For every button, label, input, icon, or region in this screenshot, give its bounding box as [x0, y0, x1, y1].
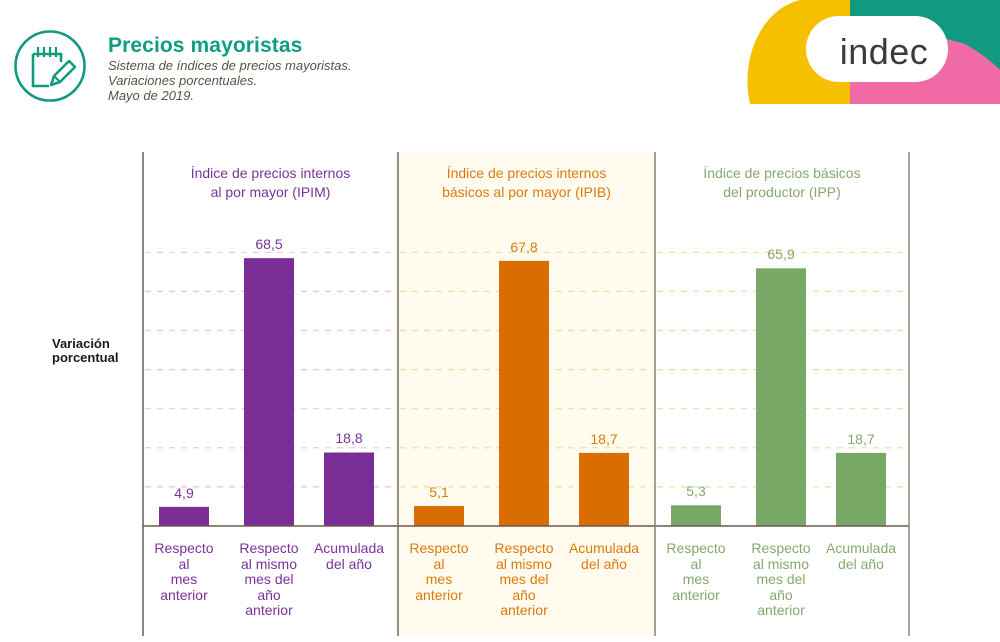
data-label: 18,7	[590, 430, 618, 447]
data-label: 18,8	[335, 430, 363, 447]
category-label: anterior	[160, 586, 208, 603]
data-label: 4,9	[174, 484, 194, 501]
category-label: mes	[170, 571, 198, 587]
category-label: del año	[581, 555, 627, 572]
panel-title: básicos al por mayor (IPIB)	[442, 184, 611, 200]
y-axis-label-text: Variación porcentual	[52, 336, 119, 365]
category-label: al	[433, 555, 445, 572]
category-label: anterior	[245, 602, 293, 618]
bar	[159, 506, 209, 526]
category-label: año	[769, 586, 793, 603]
category-label: al	[178, 555, 190, 572]
data-label: 65,9	[767, 246, 795, 263]
category-label: del año	[326, 555, 372, 572]
bar	[756, 268, 806, 526]
bar	[414, 506, 464, 526]
page-title: Precios mayoristas	[108, 34, 303, 57]
brand-logo-background	[740, 0, 1000, 104]
category-label: mes	[682, 571, 710, 587]
category-label: mes del	[756, 571, 806, 587]
subtitle-line: Variaciones porcentuales.	[108, 73, 258, 88]
data-label: 18,7	[847, 430, 875, 447]
page-subtitle: Sistema de índices de precios mayoristas…	[108, 58, 352, 103]
category-label: al mismo	[495, 555, 552, 572]
bar	[499, 260, 549, 526]
category-label: al mismo	[752, 555, 809, 572]
category-label: Acumulada	[825, 540, 897, 556]
panel-title: Índice de precios internos	[446, 165, 607, 181]
category-label: Respecto	[494, 540, 554, 556]
category-label: Acumulada	[313, 540, 385, 556]
data-label: 5,1	[429, 484, 449, 501]
panel-title: al por mayor (IPIM)	[210, 184, 331, 200]
category-label: año	[512, 586, 536, 603]
bar	[244, 258, 294, 526]
bar	[836, 452, 886, 526]
data-label: 5,3	[686, 483, 706, 500]
panel-title: Índice de precios internos	[190, 165, 351, 181]
subtitle-line: Mayo de 2019.	[108, 88, 195, 103]
category-label: anterior	[415, 586, 463, 603]
panel-title: del productor (IPP)	[723, 184, 841, 200]
bar	[324, 452, 374, 526]
y-axis-label: Variación porcentual	[52, 337, 134, 365]
category-label: anterior	[500, 602, 548, 618]
category-label: Respecto	[751, 540, 811, 556]
category-label: año	[257, 586, 281, 603]
category-label: mes del	[244, 571, 294, 587]
notepad-pencil-icon	[14, 30, 86, 102]
data-label: 67,8	[510, 238, 538, 255]
category-label: Respecto	[409, 540, 469, 556]
category-label: mes	[425, 571, 453, 587]
category-label: Respecto	[666, 540, 726, 556]
category-label: anterior	[757, 602, 805, 618]
subtitle-line: Sistema de índices de precios mayoristas…	[108, 58, 352, 73]
bar	[671, 505, 721, 526]
category-label: Respecto	[154, 540, 214, 556]
category-label: anterior	[672, 586, 720, 603]
category-label: Respecto	[239, 540, 299, 556]
category-label: mes del	[499, 571, 549, 587]
category-label: Acumulada	[568, 540, 640, 556]
bar	[579, 452, 629, 526]
category-label: del año	[838, 555, 884, 572]
brand-logo: indec	[839, 31, 929, 72]
category-label: al mismo	[240, 555, 297, 572]
data-label: 68,5	[255, 236, 283, 253]
panel-title: Índice de precios básicos	[703, 165, 861, 181]
category-label: al	[690, 555, 702, 572]
